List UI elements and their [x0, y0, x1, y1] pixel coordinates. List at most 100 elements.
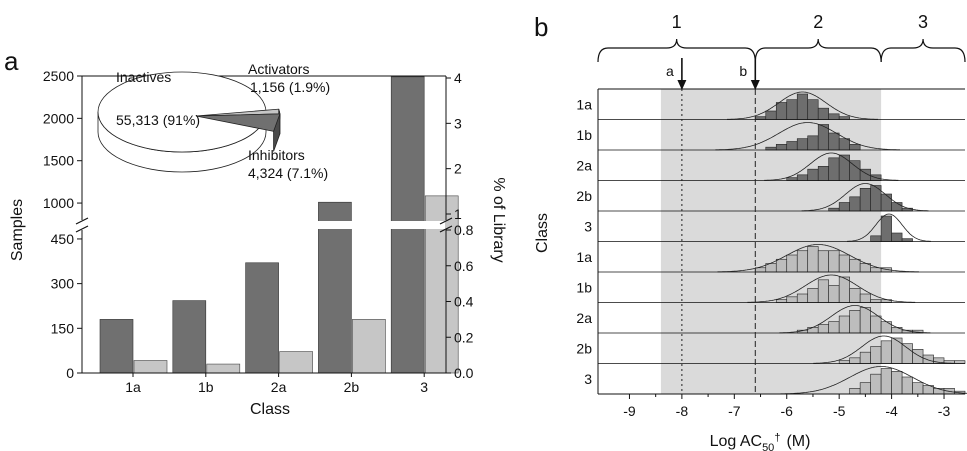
gaussian-fit-line	[715, 122, 900, 151]
marker-label-b: b	[739, 63, 747, 79]
histogram-bin	[807, 168, 819, 181]
histogram-bin	[807, 246, 819, 273]
histogram-bin	[901, 238, 913, 242]
histogram-bin	[796, 93, 809, 120]
library-bar-1b	[206, 363, 241, 374]
histogram-bin	[849, 196, 861, 212]
x-tick-label-2: -7	[728, 403, 741, 419]
x-tick-label-2a: 2a	[271, 379, 287, 395]
histogram-bin	[838, 276, 850, 303]
pie-value-activators: 1,156 (1.9%)	[250, 79, 330, 95]
histogram-bin	[796, 138, 809, 151]
histogram-row-upper-2a: 2a	[576, 152, 965, 181]
histogram-bin	[754, 116, 767, 120]
histogram-bin	[901, 376, 913, 395]
histogram-bin	[817, 279, 829, 303]
x-tick-label-3: -6	[781, 403, 794, 419]
histogram-bin	[880, 321, 892, 334]
histogram-bin	[817, 250, 829, 273]
histogram-bin	[775, 144, 788, 151]
histogram-bin	[786, 177, 798, 181]
panel-a-bars	[83, 76, 459, 374]
panel-a-x-axis-label: Class	[250, 401, 290, 418]
histogram-bin	[891, 371, 903, 395]
y2-tick-label-upper-4: 4	[454, 70, 462, 86]
axis-break-mark-1	[75, 217, 89, 225]
histogram-bin	[838, 315, 850, 334]
marker-arrow-head-b	[750, 80, 760, 90]
row-label-lower-3: 3	[584, 371, 592, 387]
library-bar-1a	[133, 360, 168, 374]
histogram-bin	[870, 346, 882, 364]
gaussian-fit-line	[727, 91, 878, 120]
histogram-bin	[891, 232, 903, 242]
bracket-3	[880, 38, 966, 63]
gaussian-fit-line	[779, 305, 931, 334]
histogram-row-lower-2a: 2a	[576, 305, 965, 334]
x-tick-label-0: -9	[623, 403, 636, 419]
histogram-bin	[922, 354, 934, 364]
pie-label-activators: Activators	[248, 61, 309, 77]
y-tick-label-upper-1000: 1000	[43, 195, 74, 211]
y2-tick-label-lower-2: 0.4	[454, 294, 474, 310]
histogram-bin	[828, 113, 840, 120]
histogram-bin	[880, 215, 892, 242]
histogram-row-upper-3: 3	[584, 213, 965, 242]
samples-bar-1a	[99, 319, 134, 374]
histogram-bin	[849, 258, 861, 273]
axis-break-mark-2	[439, 225, 453, 233]
y-tick-label-upper-2500: 2500	[43, 68, 74, 84]
histogram-bin	[912, 349, 924, 364]
gaussian-fit-line	[813, 335, 954, 364]
histogram-bin	[765, 110, 777, 120]
gaussian-fit-line	[847, 213, 931, 242]
y-tick-label-lower-450: 450	[51, 231, 75, 247]
pie-value-inhibitors: 4,324 (7.1%)	[248, 165, 328, 181]
panel-b-y-axis-label: Class	[534, 213, 551, 253]
panel-a-y2-axis-label: % of Library	[490, 177, 507, 262]
library-bar-2a	[279, 351, 313, 374]
histogram-bin	[828, 285, 840, 303]
axis-break-gap	[83, 221, 445, 229]
histogram-row-upper-1b: 1b	[576, 122, 965, 151]
histogram-row-lower-1b: 1b	[576, 274, 965, 303]
histogram-bin	[891, 327, 903, 334]
histogram-bin	[912, 382, 924, 395]
panel-a-pie-inset: Inactives 55,313 (91%) Activators 1,156 (1.…	[97, 61, 330, 181]
x-tick-label-1b: 1b	[198, 379, 214, 395]
marker-arrow-head-a	[677, 80, 687, 90]
y2-tick-label-upper-2: 2	[454, 161, 462, 177]
row-label-lower-2b: 2b	[576, 340, 592, 356]
row-label-lower-1a: 1a	[576, 249, 592, 265]
histogram-row-lower-3: 3	[584, 366, 967, 395]
x-tick-label-1a: 1a	[125, 379, 141, 395]
histogram-bin	[817, 107, 829, 120]
y2-tick-label-lower-0: 0.0	[454, 365, 474, 381]
histogram-bin	[849, 310, 861, 334]
marker-label-a: a	[666, 63, 674, 79]
y-tick-label-lower-300: 300	[51, 276, 75, 292]
y2-tick-label-lower-1: 0.2	[454, 329, 474, 345]
histogram-bin	[765, 146, 777, 151]
histogram-bin	[870, 299, 882, 303]
histogram-bin	[954, 360, 966, 364]
histogram-bin	[880, 193, 892, 212]
samples-bar-2b	[318, 201, 352, 374]
panel-b-x-axis-label: Log AC50† (M)	[710, 432, 811, 451]
gaussian-fit-line	[801, 183, 929, 212]
histogram-bin	[849, 357, 861, 364]
histogram-bin	[838, 360, 850, 364]
histogram-bin	[786, 296, 798, 303]
pie-label-inhibitors: Inhibitors	[248, 147, 305, 163]
histogram-bin	[859, 188, 871, 212]
histogram-bin	[828, 157, 840, 181]
y2-tick-label-lower-4: 0.8	[454, 222, 474, 238]
histogram-row-upper-2b: 2b	[576, 183, 965, 212]
histogram-bin	[775, 258, 788, 273]
y2-tick-label-upper-1: 1	[454, 206, 462, 222]
panel-a-label: a	[4, 46, 19, 76]
y-tick-label-upper-1500: 1500	[43, 153, 74, 169]
